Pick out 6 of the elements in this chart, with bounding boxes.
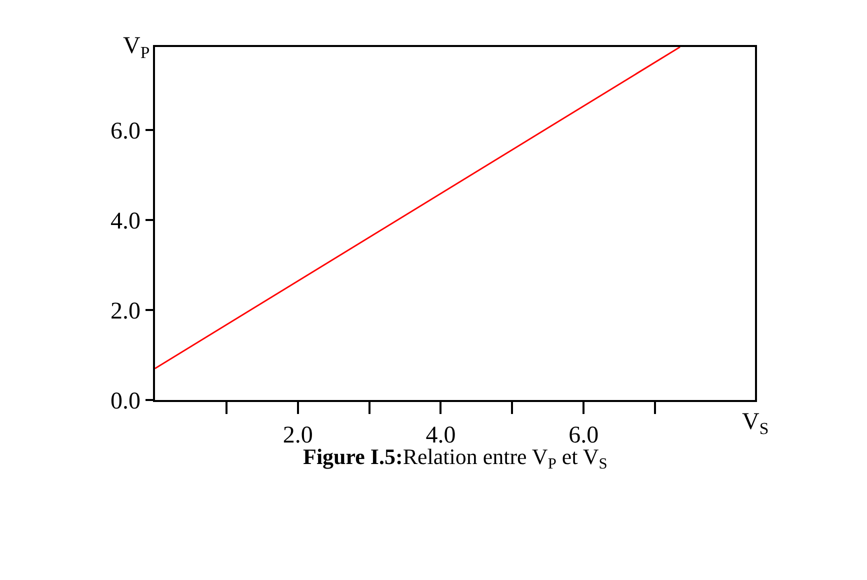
y-axis-title: V$_{P}$ bbox=[123, 33, 150, 62]
y-tick-label: 6.0 bbox=[110, 118, 140, 145]
y-tick-label: 2.0 bbox=[110, 298, 140, 324]
x-axis-title: V$_{S}$ bbox=[742, 409, 769, 438]
y-tick-label: 4.0 bbox=[110, 208, 140, 235]
y-tick-label: 0.0 bbox=[110, 388, 140, 414]
